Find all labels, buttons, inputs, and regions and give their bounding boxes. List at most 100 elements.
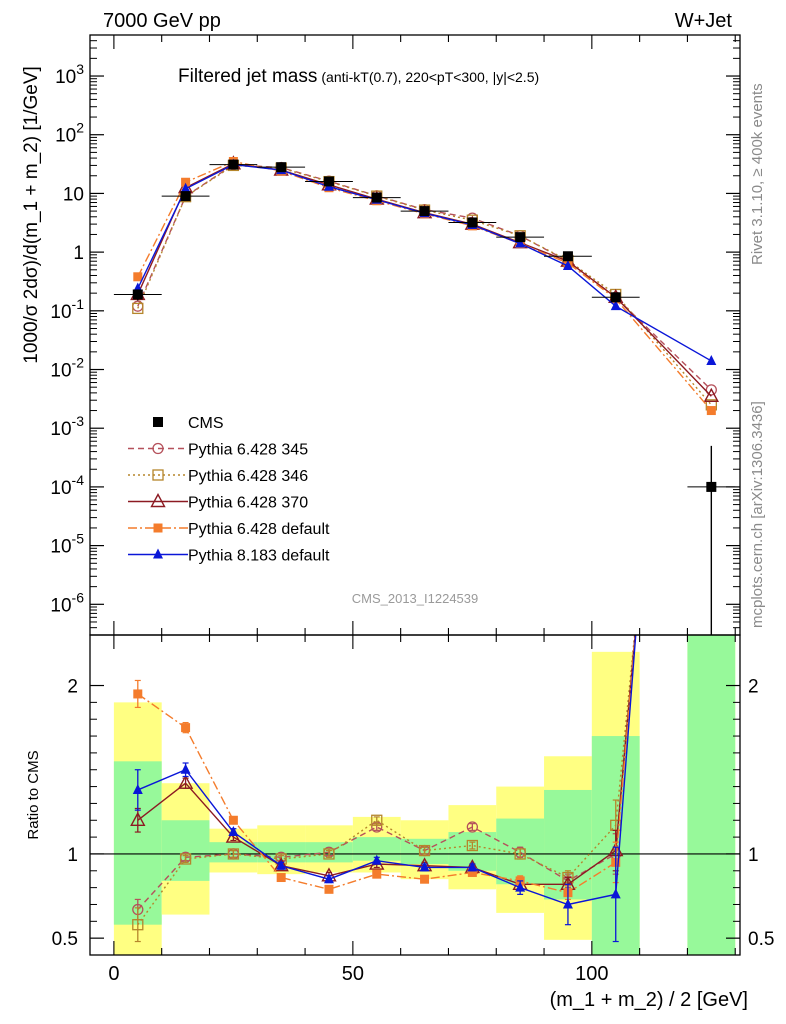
- data-point: [153, 548, 163, 559]
- y-tick-label: 10-5: [50, 531, 84, 558]
- data-point: [467, 861, 478, 872]
- series-layer: [113, 155, 736, 943]
- y-tick-label: 10-3: [50, 413, 84, 440]
- ratio-bands: [90, 635, 740, 955]
- legend-label: Pythia 8.183 default: [188, 548, 330, 565]
- legend-label: CMS: [188, 415, 224, 432]
- data-point: [132, 302, 144, 315]
- data-point: [515, 232, 526, 243]
- y-tick-label: 10-6: [50, 589, 84, 616]
- header-left: 7000 GeV pp: [103, 10, 221, 32]
- data-point: [228, 815, 238, 825]
- side-label-bottom: mcplots.cern.ch [arXiv:1306.3436]: [749, 401, 766, 628]
- data-point: [273, 857, 289, 872]
- y-tick-label: 102: [55, 120, 84, 147]
- series-line: [137, 160, 712, 412]
- y-tick-label: 10-1: [50, 296, 84, 323]
- ratio-tick-label: 1: [67, 845, 78, 866]
- ratio-panel-series: [130, 635, 637, 943]
- data-point: [562, 251, 573, 262]
- data-point: [132, 289, 143, 300]
- data-point: [181, 177, 191, 187]
- ratio-tick-label: 1: [748, 845, 759, 866]
- y-axis-label: 1000/σ 2dσ)/d(m_1 + m_2) [1/GeV]: [21, 66, 42, 364]
- header-right: W+Jet: [675, 10, 733, 32]
- data-point: [515, 237, 526, 248]
- data-point: [420, 874, 430, 884]
- y-tick-label: 10-2: [50, 355, 84, 382]
- chart-title: Filtered jet mass (anti-kT(0.7), 220<pT<3…: [178, 66, 539, 87]
- data-point: [276, 859, 287, 870]
- ratio-line: [137, 635, 636, 894]
- x-tick-label: 0: [108, 963, 119, 985]
- y-tick-label: 10: [63, 184, 84, 205]
- title-main: Filtered jet mass: [178, 66, 317, 87]
- data-point: [179, 853, 192, 865]
- ratio-band-green: [161, 820, 210, 881]
- data-point: [132, 783, 143, 794]
- y-tick-label: 1: [73, 243, 84, 264]
- data-point: [228, 826, 239, 837]
- x-axis-label: (m_1 + m_2) / 2 [GeV]: [550, 989, 748, 1011]
- data-point: [180, 763, 191, 774]
- analysis-label: CMS_2013_I1224539: [352, 591, 479, 606]
- data-point: [276, 162, 287, 173]
- data-point: [514, 848, 526, 860]
- data-point: [150, 493, 166, 508]
- series-line: [137, 163, 712, 362]
- data-point: [706, 481, 717, 492]
- data-point: [419, 206, 430, 217]
- side-label-top: Rivet 3.1.10, ≥ 400k events: [749, 83, 766, 265]
- data-point: [706, 406, 716, 416]
- data-point: [323, 848, 335, 860]
- ratio-line: [137, 635, 637, 906]
- data-point: [703, 387, 719, 402]
- data-point: [706, 354, 717, 365]
- x-tick-label: 100: [575, 963, 608, 985]
- ratio-y-axis-label: Ratio to CMS: [25, 750, 42, 839]
- data-point: [467, 217, 478, 228]
- data-point: [133, 272, 143, 282]
- data-point: [153, 417, 163, 427]
- legend-label: Pythia 6.428 370: [188, 495, 308, 512]
- data-point: [323, 176, 334, 187]
- main-panel-series: [113, 155, 736, 635]
- data-point: [181, 723, 191, 733]
- data-point: [371, 814, 383, 826]
- data-point: [153, 523, 163, 533]
- data-point: [419, 861, 430, 872]
- data-point: [227, 848, 240, 860]
- data-point: [324, 884, 334, 894]
- x-tick-label: 50: [342, 963, 364, 985]
- data-point: [467, 867, 477, 877]
- ratio-band-green: [687, 635, 736, 955]
- series-line: [137, 164, 712, 406]
- ratio-band-green: [352, 837, 401, 861]
- data-point: [177, 774, 194, 789]
- ratio-line: [137, 635, 636, 926]
- data-point: [180, 182, 191, 193]
- data-point: [466, 821, 479, 833]
- ratio-panel-frame: [89, 634, 741, 956]
- legend-label: Pythia 6.428 default: [188, 521, 330, 538]
- data-point: [180, 191, 191, 202]
- legend-label: Pythia 6.428 346: [188, 468, 308, 485]
- data-point: [228, 159, 239, 170]
- legend-label: Pythia 6.428 345: [188, 442, 308, 459]
- data-point: [515, 881, 526, 892]
- data-point: [225, 828, 242, 843]
- data-point: [371, 854, 382, 865]
- ratio-line: [137, 635, 636, 885]
- data-point: [130, 811, 146, 826]
- title-sub: (anti-kT(0.7), 220<pT<300, |y|<2.5): [321, 69, 539, 85]
- data-point: [418, 844, 431, 857]
- data-point: [562, 898, 573, 909]
- ratio-tick-label: 0.5: [748, 929, 774, 950]
- series-line: [137, 163, 712, 397]
- main-panel-frame: [89, 34, 741, 636]
- data-point: [610, 888, 621, 899]
- y-tick-label: 103: [55, 61, 84, 88]
- data-point: [152, 442, 164, 455]
- series-line: [137, 163, 712, 391]
